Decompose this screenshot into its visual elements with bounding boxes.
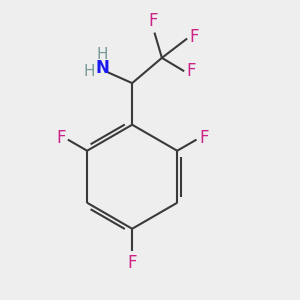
Text: F: F <box>128 254 137 272</box>
Text: N: N <box>95 59 110 77</box>
Text: F: F <box>199 129 208 147</box>
Text: F: F <box>148 12 158 30</box>
Text: F: F <box>187 62 196 80</box>
Text: F: F <box>190 28 199 46</box>
Text: H: H <box>97 47 108 62</box>
Text: H: H <box>83 64 95 79</box>
Text: F: F <box>56 129 65 147</box>
